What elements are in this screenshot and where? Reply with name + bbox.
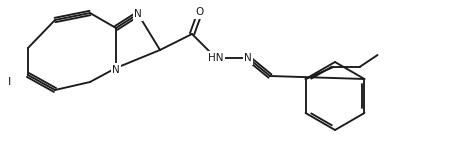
Text: HN: HN xyxy=(208,53,224,63)
Text: I: I xyxy=(9,77,12,87)
Text: O: O xyxy=(196,7,204,17)
Text: N: N xyxy=(244,53,252,63)
Text: N: N xyxy=(112,65,120,75)
Text: N: N xyxy=(134,9,142,19)
